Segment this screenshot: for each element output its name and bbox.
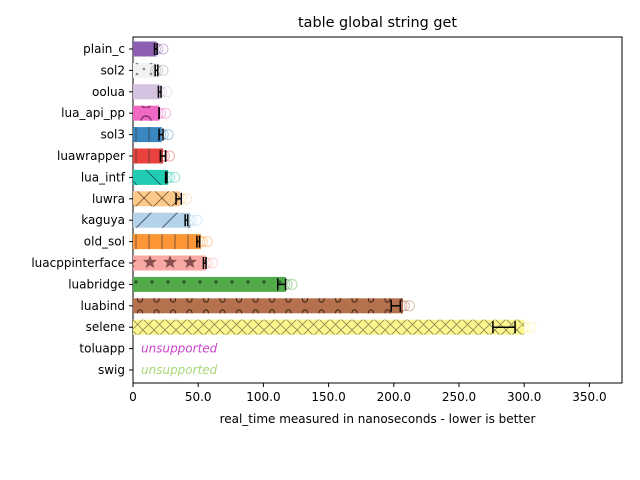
y-tick-label: toluapp xyxy=(79,342,125,356)
bar-hatch xyxy=(133,212,191,228)
y-tick-label: luacppinterface xyxy=(31,256,125,270)
bar-hatch xyxy=(133,255,207,271)
bars: unsupported unsupported xyxy=(133,41,537,377)
sample-marker xyxy=(156,150,168,162)
sample-marker xyxy=(160,107,172,119)
sample-marker xyxy=(149,43,161,55)
bar-hatch xyxy=(133,169,169,185)
bar-oolua xyxy=(133,84,173,100)
sample-marker xyxy=(199,257,211,269)
bar-luawrapper xyxy=(133,148,175,164)
sample-marker xyxy=(152,43,164,55)
x-tick-label: 300.0 xyxy=(507,390,541,404)
bar-old-sol xyxy=(133,234,213,250)
sample-marker xyxy=(155,129,167,141)
y-tick-label: sol2 xyxy=(100,63,125,77)
sample-marker xyxy=(520,321,532,333)
y-tick-label: luabridge xyxy=(68,277,125,291)
sample-marker xyxy=(164,171,176,183)
y-tick-label: luawrapper xyxy=(57,149,125,163)
bar-hatch xyxy=(133,191,180,207)
y-tick-label: luabind xyxy=(81,299,125,313)
x-tick-label: 350.0 xyxy=(572,390,606,404)
y-axis: plain_c sol2 oolua lua_api_pp sol3 luawrapper… xyxy=(31,42,133,377)
bar-hatch xyxy=(133,276,286,292)
sample-marker xyxy=(169,171,181,183)
bar-luacppinterface xyxy=(133,255,219,271)
x-axis-label: real_time measured in nanoseconds - lowe… xyxy=(220,412,536,426)
sample-marker xyxy=(155,107,167,119)
x-tick-label: 250.0 xyxy=(442,390,476,404)
bar-hatch xyxy=(133,105,160,121)
y-tick-label: oolua xyxy=(92,85,125,99)
sample-marker xyxy=(207,257,219,269)
y-tick-label: sol3 xyxy=(100,128,125,142)
bar-sol2 xyxy=(133,62,169,78)
x-tick-label: 50.0 xyxy=(185,390,212,404)
bar-luabridge xyxy=(133,276,298,292)
plot-frame xyxy=(132,36,623,384)
sample-marker xyxy=(403,300,415,312)
bar-plain-c xyxy=(133,41,169,57)
sample-marker xyxy=(158,150,170,162)
y-tick-label: lua_intf xyxy=(81,170,126,184)
x-axis: 0 50.0 100.0 150.0 200.0 250.0 300.0 350.0 xyxy=(129,383,607,404)
bar-fill xyxy=(133,84,161,100)
sample-marker xyxy=(183,214,195,226)
bar-hatch xyxy=(133,234,201,250)
bar-hatch xyxy=(133,127,162,143)
bar-hatch xyxy=(133,319,525,335)
bar-hatch xyxy=(133,62,157,78)
sample-marker xyxy=(201,236,213,248)
bar-lua-api-pp xyxy=(133,105,172,121)
sample-marker xyxy=(161,86,173,98)
y-tick-label: swig xyxy=(98,363,125,377)
bar-sol3 xyxy=(133,127,174,143)
sample-marker xyxy=(173,193,185,205)
unsupported-label-swig: unsupported xyxy=(141,363,218,377)
unsupported-label-toluapp: unsupported xyxy=(141,342,218,356)
y-tick-label: luwra xyxy=(92,192,125,206)
sample-marker xyxy=(517,321,529,333)
sample-marker xyxy=(202,257,214,269)
bar-luabind xyxy=(133,298,415,314)
bar-kaguya xyxy=(133,212,203,228)
bar-hatch xyxy=(133,298,403,314)
sample-marker xyxy=(525,321,537,333)
sample-marker xyxy=(152,107,164,119)
chart-title: table global string get xyxy=(298,15,457,31)
x-tick-label: 200.0 xyxy=(377,390,411,404)
y-tick-label: kaguya xyxy=(81,213,125,227)
y-tick-label: old_sol xyxy=(84,235,125,249)
bar-luwra xyxy=(133,191,192,207)
y-tick-label: selene xyxy=(86,320,125,334)
sample-marker xyxy=(286,278,298,290)
y-tick-label: lua_api_pp xyxy=(61,106,125,120)
sample-marker xyxy=(157,43,169,55)
sample-marker xyxy=(156,86,168,98)
bar-fill xyxy=(133,41,157,57)
bar-lua-intf xyxy=(133,169,181,185)
y-tick-label: plain_c xyxy=(83,42,125,56)
bar-selene xyxy=(133,319,537,335)
bar-hatch xyxy=(133,148,163,164)
x-tick-label: 0 xyxy=(129,390,137,404)
x-tick-label: 100.0 xyxy=(246,390,280,404)
x-tick-label: 150.0 xyxy=(311,390,345,404)
sample-marker xyxy=(153,86,165,98)
sample-marker xyxy=(191,214,203,226)
